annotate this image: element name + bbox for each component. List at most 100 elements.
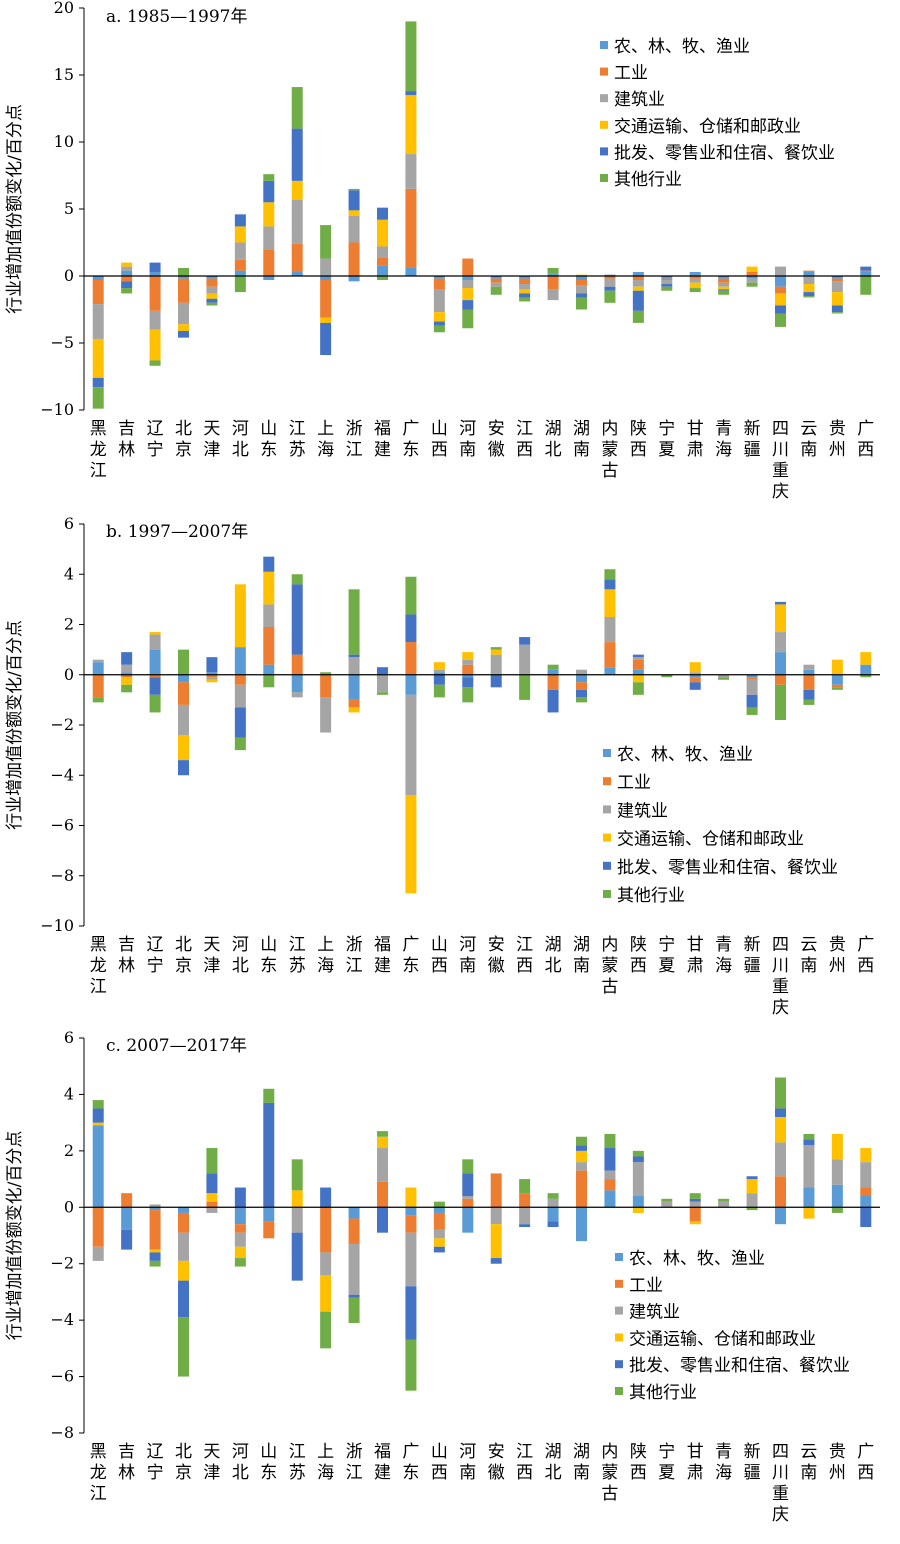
- x-category-label: 甘肃: [687, 1442, 704, 1483]
- bar-segment: [263, 1088, 275, 1103]
- bar-segment: [149, 677, 161, 695]
- bar-segment: [291, 654, 303, 675]
- bar-segment: [92, 1207, 104, 1247]
- x-category-label: 山东: [260, 1442, 277, 1483]
- y-tick-label: 0: [64, 1197, 74, 1216]
- x-category-label: 宁夏: [658, 1442, 675, 1483]
- chart-legend: 农、林、牧、渔业工业建筑业交通运输、仓储和邮政业批发、零售业和住宿、餐饮业其他行…: [603, 745, 838, 906]
- bar-segment: [206, 677, 218, 680]
- x-category-label: 四川重庆: [772, 935, 789, 1018]
- bar-segment: [433, 1246, 445, 1253]
- bar-segment: [831, 276, 843, 279]
- bar-segment: [831, 687, 843, 690]
- bar-segment: [604, 1133, 616, 1149]
- bar-segment: [775, 604, 786, 633]
- bar-segment: [661, 276, 673, 279]
- legend-label: 工业: [614, 64, 648, 84]
- bar-segment: [348, 674, 360, 700]
- bar-segment: [405, 95, 417, 155]
- bar-segment: [234, 584, 246, 648]
- bar-segment: [405, 1286, 417, 1340]
- bar-segment: [860, 1207, 872, 1228]
- bar-segment: [661, 1201, 673, 1208]
- bar-segment: [178, 1232, 189, 1261]
- bar-segment: [490, 1224, 502, 1259]
- legend-label: 交通运输、仓储和邮政业: [629, 1329, 816, 1349]
- bar-segment: [718, 1198, 730, 1202]
- x-category-label: 安徽: [488, 1442, 505, 1483]
- bar-segment: [291, 574, 303, 585]
- bar-segment: [689, 1207, 701, 1222]
- x-category-label: 四川重庆: [772, 419, 789, 502]
- legend-label: 农、林、牧、渔业: [629, 1249, 765, 1269]
- bar-segment: [462, 258, 474, 276]
- bar-segment: [234, 1232, 246, 1247]
- bar-segment: [178, 760, 189, 776]
- bar-segment: [775, 674, 786, 685]
- bar-segment: [547, 267, 559, 274]
- bar-segment: [348, 190, 360, 211]
- x-category-label: 福建: [374, 419, 391, 460]
- bar-segment: [632, 280, 644, 287]
- bar-segment: [320, 697, 332, 733]
- x-category-label: 广西: [857, 935, 874, 976]
- bar-segment: [746, 271, 758, 276]
- y-tick-label: 6: [64, 514, 74, 533]
- legend-label: 农、林、牧、渔业: [617, 745, 753, 765]
- bar-segment: [291, 87, 303, 129]
- bar-segment: [234, 647, 246, 675]
- x-category-label: 江苏: [289, 1442, 306, 1483]
- bar-segment: [689, 662, 701, 673]
- bar-segment: [377, 674, 388, 693]
- bar-segment: [775, 1117, 786, 1143]
- bar-segment: [576, 274, 587, 276]
- bar-segment: [519, 293, 531, 298]
- bar-segment: [377, 276, 388, 281]
- bar-segment: [206, 657, 218, 673]
- bar-segment: [206, 1207, 218, 1213]
- bar-segment: [803, 292, 815, 297]
- bar-segment: [178, 324, 189, 331]
- bar-segment: [263, 571, 275, 605]
- x-category-label: 湖南: [573, 935, 590, 976]
- chart-legend: 农、林、牧、渔业工业建筑业交通运输、仓储和邮政业批发、零售业和住宿、餐饮业其他行…: [615, 1249, 850, 1403]
- legend-swatch: [603, 777, 611, 786]
- bar-segment: [178, 1207, 189, 1213]
- bar-segment: [178, 302, 189, 325]
- bar-segment: [661, 286, 673, 291]
- bar-segment: [291, 1232, 303, 1281]
- bar-segment: [149, 634, 161, 650]
- bar-segment: [576, 697, 587, 703]
- bar-segment: [547, 664, 559, 670]
- bar-segment: [746, 677, 758, 680]
- bar-segment: [746, 674, 758, 678]
- x-category-label: 内蒙古: [601, 935, 618, 997]
- bar-segment: [604, 276, 616, 279]
- bar-segment: [775, 1207, 786, 1225]
- bar-segment: [803, 1187, 815, 1208]
- bar-segment: [519, 289, 531, 294]
- bar-segment: [689, 288, 701, 293]
- bar-segment: [831, 1207, 843, 1213]
- bar-segment: [632, 674, 644, 683]
- x-category-label: 青海: [715, 1442, 732, 1483]
- legend-label: 交通运输、仓储和邮政业: [614, 117, 801, 137]
- x-category-label: 山东: [260, 935, 277, 976]
- bar-segment: [632, 286, 644, 291]
- bar-segment: [433, 289, 445, 313]
- bar-segment: [547, 289, 559, 301]
- bar-segment: [405, 1215, 417, 1233]
- bar-segment: [831, 292, 843, 306]
- bar-segment: [661, 280, 673, 285]
- y-tick-label: 0: [64, 665, 74, 684]
- bar-segment: [348, 1297, 360, 1323]
- legend-swatch: [615, 1253, 623, 1261]
- bar-segment: [348, 188, 360, 191]
- x-category-label: 上海: [317, 1442, 334, 1483]
- bar-segment: [746, 276, 758, 279]
- bar-segment: [576, 297, 587, 310]
- bar-segment: [519, 1207, 531, 1225]
- y-tick-label: 6: [64, 1028, 74, 1047]
- bar-segment: [661, 278, 673, 281]
- x-category-label: 湖南: [573, 1442, 590, 1483]
